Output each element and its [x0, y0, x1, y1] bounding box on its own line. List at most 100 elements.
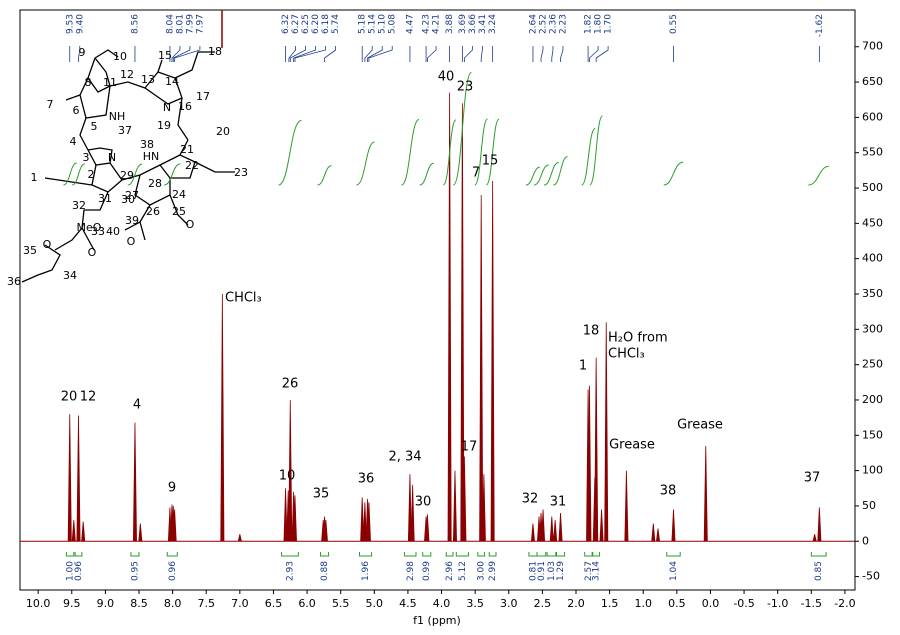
integral-curve	[419, 162, 434, 186]
peak-label: 4.23	[422, 14, 432, 34]
atom-label: NH	[109, 110, 126, 123]
integral-label: 0.95	[130, 561, 140, 581]
peak-label: 2.52	[538, 14, 548, 34]
bond	[174, 51, 215, 79]
peak-label: 5.10	[378, 14, 388, 34]
peak-connector	[289, 46, 306, 62]
integral-label: 0.91	[537, 561, 547, 581]
atom-label: 26	[146, 205, 160, 218]
peak-annotation: H₂O from	[608, 331, 668, 346]
atom-label: 31	[98, 192, 112, 205]
spectrum-peak	[671, 509, 676, 542]
integral-curve	[164, 163, 181, 186]
spectrum-peak	[481, 474, 486, 542]
integral-label: 2.93	[285, 561, 295, 581]
atom-label: MeO	[77, 221, 102, 234]
atom-label: 5	[91, 120, 98, 133]
integral-label: 1.04	[669, 561, 679, 581]
peak-connector	[288, 46, 296, 62]
integral-curve	[401, 118, 420, 186]
spectrum-peak	[407, 474, 412, 542]
integral-label: 2.96	[445, 561, 455, 581]
atom-label: O	[186, 218, 195, 231]
y-tick-label: 0	[862, 534, 869, 547]
spectrum-peak	[220, 293, 225, 542]
peak-annotation: 26	[282, 377, 299, 392]
x-tick-label: -1.5	[801, 597, 822, 610]
spectrum-peak	[323, 520, 328, 542]
integral-curve	[533, 164, 549, 186]
bond	[44, 177, 93, 186]
integral-bracket	[546, 552, 557, 557]
x-tick-label: 9.5	[63, 597, 81, 610]
x-tick-label: -1.0	[767, 597, 788, 610]
peak-label: 2.36	[548, 14, 558, 34]
peak-label: 6.25	[301, 14, 311, 34]
bond	[144, 71, 183, 105]
atom-label: 24	[172, 188, 186, 201]
x-tick-label: 6.0	[298, 597, 316, 610]
peak-annotation: 10	[279, 469, 296, 484]
peak-connector	[368, 46, 393, 62]
atom-label: N	[163, 101, 171, 114]
peak-connector	[551, 46, 554, 62]
atom-label: 18	[208, 45, 222, 58]
x-tick-label: 3.0	[500, 597, 518, 610]
integral-label: 0.96	[168, 561, 178, 581]
bond	[177, 97, 189, 141]
peak-label: 5.18	[358, 14, 368, 34]
peak-annotation: CHCl₃	[225, 291, 262, 306]
peak-label: 6.32	[281, 14, 291, 34]
integral-curve	[452, 71, 472, 186]
atom-label: 4	[70, 135, 77, 148]
integral-label: 3.14	[592, 561, 602, 581]
integral-label: 2.57	[584, 561, 594, 581]
spectrum-peak	[462, 456, 467, 542]
peak-label: 1.70	[604, 14, 614, 34]
spectrum-peak	[460, 103, 465, 542]
integral-curve	[553, 156, 568, 186]
peak-annotation: 2, 34	[388, 450, 421, 465]
atom-label: 30	[121, 193, 135, 206]
x-tick-label: 5.0	[366, 597, 384, 610]
integral-label: 5.12	[458, 561, 468, 581]
atom-label: 20	[216, 125, 230, 138]
atom-label: O	[127, 235, 136, 248]
spectrum-peak	[656, 528, 661, 542]
peak-annotation: 23	[457, 80, 474, 95]
atom-label: 12	[120, 68, 134, 81]
peak-label: 5.08	[388, 14, 398, 34]
spectrum-peak	[138, 523, 143, 542]
bond	[194, 161, 235, 173]
x-tick-label: 2.5	[534, 597, 552, 610]
atom-label: HN	[143, 150, 160, 163]
peak-connector	[174, 46, 201, 62]
y-tick-label: 250	[862, 358, 883, 371]
spectrum-peak	[132, 422, 137, 542]
y-tick-label: 650	[862, 75, 883, 88]
x-tick-label: 8.5	[130, 597, 148, 610]
peak-label: 5.74	[331, 14, 341, 34]
atom-label: 36	[7, 275, 21, 288]
y-tick-label: 700	[862, 40, 883, 53]
atom-label: 23	[234, 166, 248, 179]
peak-label: 2.64	[528, 14, 538, 34]
integral-label: 0.85	[814, 561, 824, 581]
spectrum-peak	[558, 512, 563, 542]
integral-curve	[71, 163, 86, 186]
x-tick-label: -0.5	[733, 597, 754, 610]
x-tick-label: -2.0	[834, 597, 855, 610]
spectrum-peak	[362, 502, 367, 542]
atom-label: 3	[83, 151, 90, 164]
spectrum-peak	[172, 509, 177, 542]
peak-label: 3.69	[458, 14, 468, 34]
x-tick-label: 3.5	[466, 597, 484, 610]
atom-label: 9	[79, 46, 86, 59]
bond	[157, 59, 163, 73]
peak-annotation: 15	[482, 154, 499, 169]
integral-bracket	[592, 552, 601, 557]
integral-bracket	[130, 552, 140, 557]
peak-label: 7.99	[185, 14, 195, 34]
atom-label: 22	[185, 159, 199, 172]
